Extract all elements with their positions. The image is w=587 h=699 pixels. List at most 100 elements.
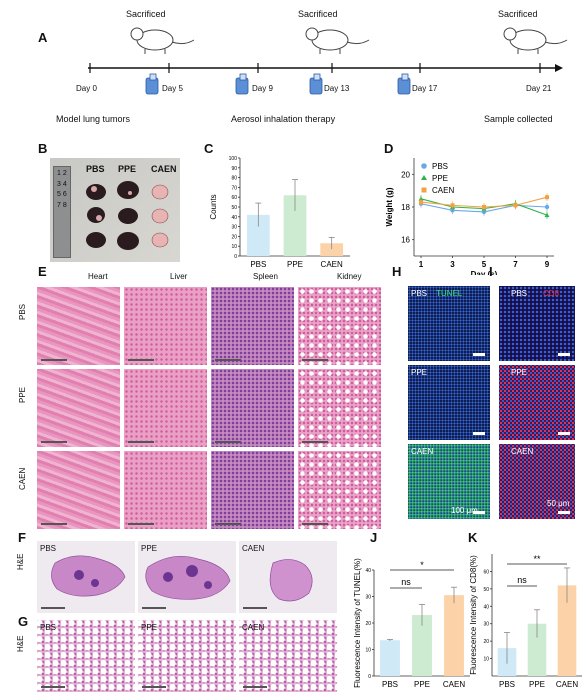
x-tick-label: 7 [513,260,518,269]
row-label: CAEN [18,467,27,490]
mouse-icon-3 [503,27,568,54]
he-liver-caen [124,451,207,529]
he-spleen-ppe [211,369,294,447]
y-tick-label: 100 [229,156,238,162]
significance-label: ** [533,554,541,564]
y-tick-label: 40 [483,604,489,610]
bar-ppe [412,615,432,676]
caption-model: Model lung tumors [56,114,131,124]
bar-caen [557,585,577,676]
tunel-stain-label: TUNEL [436,289,463,298]
timeline-graphic [88,27,568,95]
category-label: CAEN [443,680,465,689]
data-point [544,212,550,218]
caption-sample: Sample collected [484,114,553,124]
lung-whole-caen: CAEN [239,541,337,613]
panel-i-label: I [489,264,493,279]
data-point [482,205,486,209]
y-tick-label: 50 [231,205,237,211]
y-tick-label: 40 [365,568,371,574]
y-tick-label: 18 [401,203,410,212]
y-tick-label: 16 [401,236,410,245]
cd8-bar-chart: 10 20 30 40 50 60 PBS PPE CAEN Fluorescence Inten… [470,554,582,689]
organ-label: Heart [88,272,108,281]
inhaler-icon [145,73,411,95]
he-kidney-caen [298,451,381,529]
data-point [544,204,550,210]
y-tick-label: 0 [234,254,237,260]
y-tick-label: 0 [368,674,371,680]
tumor-samples [86,181,169,250]
cd8-stain-label: CD8 [543,289,560,298]
day-label: Day 9 [252,84,273,93]
bar-ppe [283,195,307,256]
ruler: 1 2 3 4 5 6 7 8 [53,166,71,258]
mouse-icon-2 [305,27,370,54]
day-label: Day 17 [412,84,438,93]
panel-k-label: K [468,530,478,545]
weight-line-chart: 16 18 20 1 3 5 7 9 Day (s) Weight (g) PBS PPE CAEN [385,158,554,275]
tunel-pbs: PBS TUNEL [408,286,490,361]
row-label: PPE [18,386,27,403]
legend-marker [421,163,427,169]
panel-d-label: D [384,141,394,156]
tumor-photo: 1 2 3 4 5 6 7 8 PBS PPE CAEN [50,158,180,262]
he-liver-pbs [124,287,207,365]
tumor-group-label: CAEN [151,164,177,174]
bar-caen [444,595,464,676]
he-liver-ppe [124,369,207,447]
y-axis-label: Weight (g) [385,187,394,226]
y-tick-label: 20 [365,621,371,627]
bar-pbs [246,214,270,256]
panel-c-label: C [204,141,214,156]
organ-label: Liver [170,272,188,281]
sacrificed-label: Sacrificed [126,9,166,19]
x-axis-label: Day (s) [471,270,498,275]
side-label: H&E [16,553,25,570]
day-label: Day 13 [324,84,350,93]
category-label: CAEN [556,680,578,689]
x-tick-label: 3 [450,260,455,269]
category-label: PPE [414,680,430,689]
y-tick-label: 10 [231,244,237,250]
panel-a-label: A [38,30,48,45]
tunel-ppe: PPE [408,365,490,440]
y-tick-label: 50 [483,587,489,593]
legend-label: PPE [432,174,448,183]
bar-pbs [380,640,400,676]
sacrificed-label: Sacrificed [498,9,538,19]
y-tick-label: 30 [365,595,371,601]
panel-h-label: H [392,264,402,279]
panel-e-label: E [38,264,47,279]
significance-label: ns [517,575,527,585]
y-tick-label: 20 [483,639,489,645]
panel-b-label: B [38,141,48,156]
y-tick-label: 10 [365,648,371,654]
organ-label: Kidney [337,272,362,281]
organ-label: Spleen [253,272,278,281]
lung-zoom-caen: CAEN [239,620,337,692]
y-tick-label: 30 [231,225,237,231]
he-spleen-caen [211,451,294,529]
sacrificed-label: Sacrificed [298,9,338,19]
he-spleen-pbs [211,287,294,365]
side-label: H&E [16,635,25,652]
he-heart-caen [37,451,120,529]
he-kidney-ppe [298,369,381,447]
x-tick-label: 1 [419,260,424,269]
y-axis-label: Fluorescence Intensity of CD8(%) [470,555,478,675]
legend-marker [421,187,427,193]
cd8-scale-text: 50 μm [547,499,570,508]
y-axis-label: Counts [209,194,218,219]
legend-label: PBS [432,162,448,171]
tumor-group-label: PPE [118,164,137,174]
panel-f-label: F [18,530,26,545]
category-label: PPE [287,260,303,269]
day-label: Day 5 [162,84,183,93]
lung-zoom-ppe: PPE [138,620,236,692]
data-point [450,203,455,208]
y-tick-label: 40 [231,215,237,221]
significance-label: * [420,560,424,570]
day-label: Day 0 [76,84,97,93]
category-label: PBS [382,680,398,689]
